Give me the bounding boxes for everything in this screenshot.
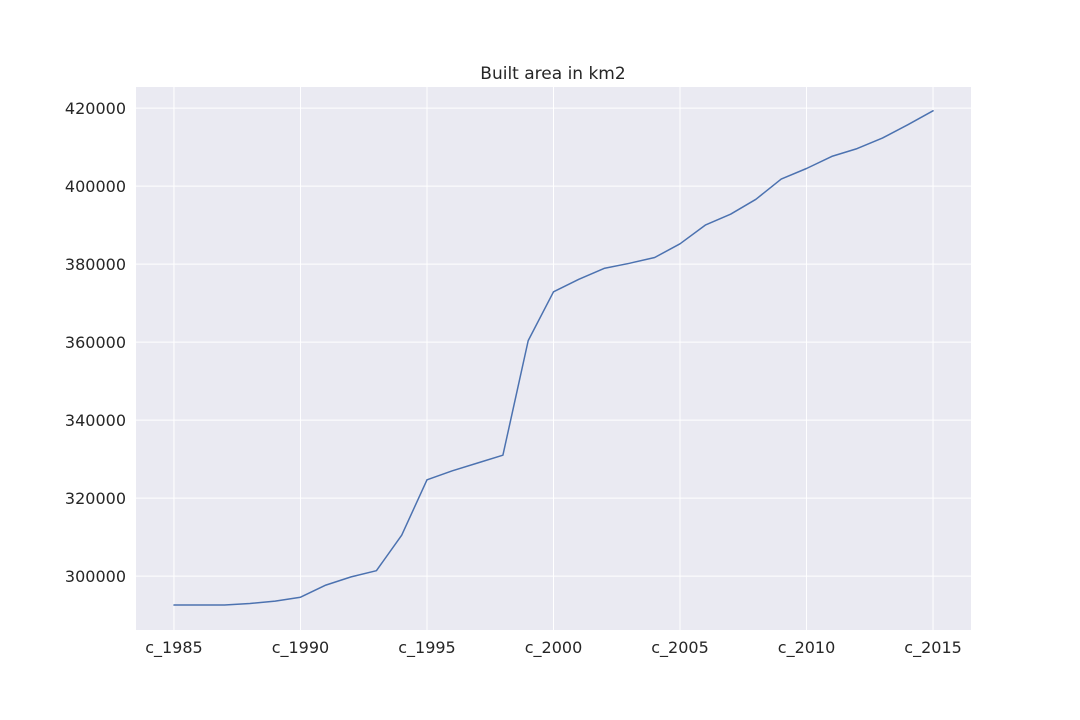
- y-tick-label: 400000: [65, 177, 126, 196]
- x-tick-label: c_2005: [651, 638, 709, 658]
- chart-title: Built area in km2: [480, 64, 625, 84]
- y-tick-label: 320000: [65, 489, 126, 508]
- y-tick-label: 300000: [65, 567, 126, 586]
- y-tick-label: 380000: [65, 255, 126, 274]
- x-tick-label: c_1990: [272, 638, 330, 658]
- x-tick-label: c_2015: [904, 638, 962, 658]
- x-tick-label: c_2000: [525, 638, 583, 658]
- x-tick-label: c_2010: [778, 638, 836, 658]
- series-line: [173, 110, 934, 606]
- y-tick-label: 420000: [65, 99, 126, 118]
- y-axis-ticks: 300000 320000 340000 360000 380000 400000 4200…: [65, 99, 126, 586]
- series-layer: [173, 110, 934, 606]
- x-axis-ticks: c_1985 c_1990 c_1995 c_2000 c_2005 c_2010 c_20…: [145, 638, 962, 658]
- x-tick-label: c_1985: [145, 638, 203, 658]
- y-tick-label: 340000: [65, 411, 126, 430]
- x-tick-label: c_1995: [398, 638, 456, 658]
- grid-lines: [136, 87, 971, 630]
- y-tick-label: 360000: [65, 333, 126, 352]
